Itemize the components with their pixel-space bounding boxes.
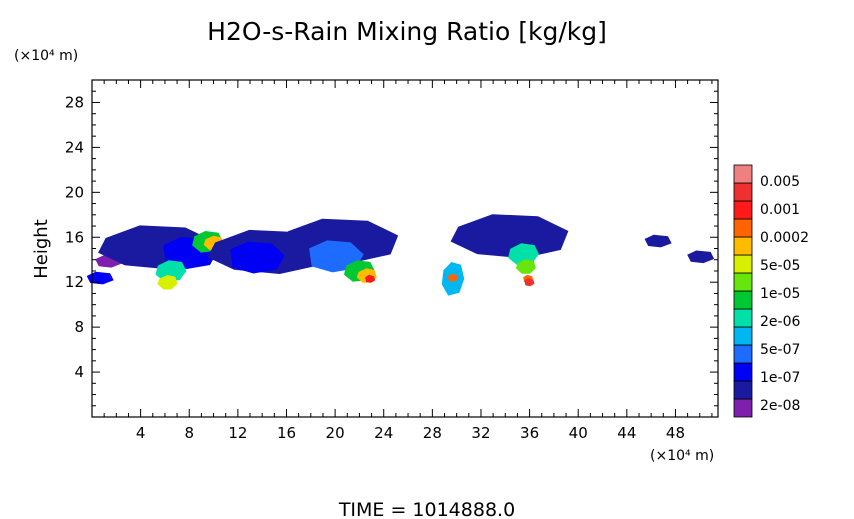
chart-title: H2O-s-Rain Mixing Ratio [kg/kg] xyxy=(207,17,607,46)
x-tick-label: 16 xyxy=(277,424,296,442)
colorbar-label: 1e-05 xyxy=(760,286,800,302)
cloud-contour-21 xyxy=(524,278,535,287)
cloud-contour-4 xyxy=(155,260,187,282)
time-footer: TIME = 1014888.0 xyxy=(338,499,515,519)
y-tick-label: 12 xyxy=(65,273,84,291)
y-unit-label: (×10⁴ m) xyxy=(14,48,78,64)
cloud-contour-17 xyxy=(450,214,569,259)
colorbar-swatch xyxy=(733,308,753,328)
x-tick-label: 48 xyxy=(666,424,685,442)
x-tick-label: 4 xyxy=(136,424,146,442)
cloud-contour-23 xyxy=(687,250,715,264)
colorbar-label: 2e-08 xyxy=(760,398,800,414)
x-tick-labels: 4 8 12 16 20 24 28 32 36 40 44 48 xyxy=(136,424,685,442)
colorbar-swatch xyxy=(733,218,753,238)
cloud-contour-5 xyxy=(157,275,178,290)
x-tick-label: 12 xyxy=(228,424,247,442)
y-tick-label: 28 xyxy=(65,93,84,111)
x-tick-label: 44 xyxy=(617,424,636,442)
colorbar-label: 1e-07 xyxy=(760,370,800,386)
colorbar-swatch xyxy=(733,398,753,418)
cloud-contour-9 xyxy=(230,241,285,274)
colorbar-swatch xyxy=(733,326,753,346)
cloud-contour-22 xyxy=(644,234,672,248)
x-tick-label: 24 xyxy=(374,424,393,442)
colorbar-swatch xyxy=(733,362,753,382)
colorbar-label: 2e-06 xyxy=(760,314,800,330)
colorbar-label: 0.001 xyxy=(760,202,800,218)
colorbar-label: 5e-05 xyxy=(760,258,800,274)
colorbar-swatch xyxy=(733,182,753,202)
y-tick-label: 24 xyxy=(65,138,84,156)
colorbar-swatch xyxy=(733,272,753,292)
colorbar-label: 0.0002 xyxy=(760,230,809,246)
axis-ticks xyxy=(92,80,718,417)
colorbar-label: 5e-07 xyxy=(760,342,800,358)
y-tick-label: 4 xyxy=(74,363,84,381)
colorbar xyxy=(733,164,753,418)
x-tick-label: 28 xyxy=(423,424,442,442)
x-tick-label: 40 xyxy=(569,424,588,442)
colorbar-swatch xyxy=(733,344,753,364)
cloud-contour-16 xyxy=(447,273,458,282)
colorbar-swatch xyxy=(733,290,753,310)
colorbar-labels: 0.005 0.001 0.0002 5e-05 1e-05 2e-06 5e-07 1e-0… xyxy=(760,174,809,414)
cloud-contour-14 xyxy=(365,274,376,283)
x-tick-label: 8 xyxy=(184,424,194,442)
x-unit-label: (×10⁴ m) xyxy=(650,448,714,464)
colorbar-swatch xyxy=(733,164,753,184)
cloud-contour-18 xyxy=(508,243,539,265)
x-tick-label: 32 xyxy=(471,424,490,442)
colorbar-swatch xyxy=(733,380,753,400)
cloud-contour-0 xyxy=(86,271,114,285)
x-tick-label: 20 xyxy=(326,424,345,442)
cloud-contour-19 xyxy=(515,259,536,274)
colorbar-swatch xyxy=(733,200,753,220)
colorbar-swatch xyxy=(733,254,753,274)
y-tick-label: 20 xyxy=(65,183,84,201)
x-tick-label: 36 xyxy=(520,424,539,442)
y-tick-label: 16 xyxy=(65,228,84,246)
colorbar-label: 0.005 xyxy=(760,174,800,190)
plot-field xyxy=(86,214,715,296)
y-axis-label: Height xyxy=(31,219,52,279)
y-tick-label: 8 xyxy=(74,318,84,336)
y-tick-labels: 4 8 12 16 20 24 28 xyxy=(65,93,84,381)
colorbar-swatch xyxy=(733,236,753,256)
